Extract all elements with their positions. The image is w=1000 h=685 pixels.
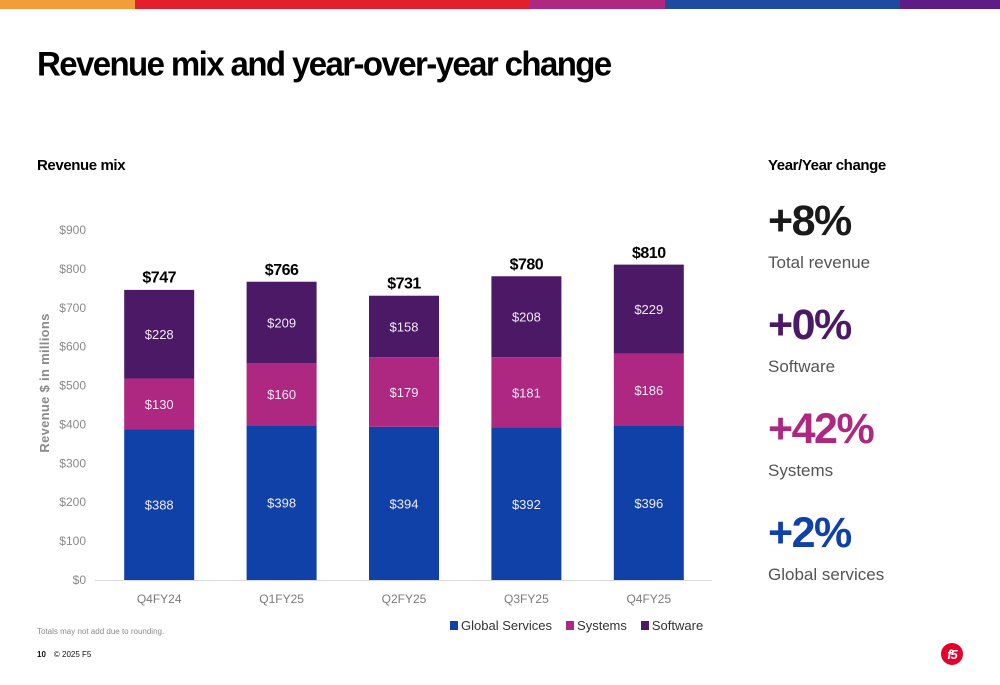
revenue-mix-heading: Revenue mix — [37, 157, 126, 174]
y-tick-label: $600 — [59, 340, 86, 354]
x-tick-label: Q3FY25 — [504, 592, 549, 606]
legend-item-software: Software — [640, 618, 704, 633]
bar-segment-global-services — [369, 426, 439, 580]
brand-bar-segment — [530, 0, 665, 9]
bar-stack-q2fy25: $394 $179 $158 $731 — [369, 276, 439, 580]
segment-value-label: $160 — [267, 387, 296, 402]
y-axis-label: Revenue $ in millions — [37, 313, 52, 452]
segment-value-label: $209 — [267, 315, 296, 330]
brand-bar-segment — [0, 0, 135, 9]
rounding-footnote: Totals may not add due to rounding. — [37, 627, 165, 636]
bar-segment-software — [491, 276, 562, 358]
legend-item-global-services: Global Services — [450, 618, 552, 633]
legend-item-systems: Systems — [566, 618, 627, 633]
bar-total-label: $747 — [142, 270, 176, 287]
y-tick-label: $800 — [59, 262, 86, 276]
bar-segment-software — [369, 295, 439, 358]
bar-segment-software — [613, 264, 684, 354]
yoy-total-revenue: +8% Total revenue — [768, 200, 870, 273]
yoy-value: +2% — [768, 509, 852, 557]
bar-segment-global-services — [613, 426, 684, 580]
copyright: © 2025 F5 — [53, 650, 92, 659]
segment-value-label: $392 — [512, 497, 541, 512]
slide-footer: 10 © 2025 F5 — [37, 650, 91, 659]
brand-bar-segment — [135, 0, 530, 9]
brand-bar-segment — [900, 0, 1000, 9]
yoy-systems: +42% Systems — [768, 405, 875, 481]
segment-value-label: $229 — [634, 302, 663, 317]
segment-value-label: $388 — [145, 498, 174, 513]
segment-value-label: $186 — [634, 383, 663, 398]
segment-value-label: $228 — [145, 327, 174, 342]
segment-value-label: $158 — [390, 319, 419, 334]
x-tick-label: Q4FY24 — [137, 592, 182, 606]
segment-value-label: $208 — [512, 310, 541, 325]
bar-segment-global-services — [491, 427, 562, 580]
bar-stack-q4fy25: $396 $186 $229 $810 — [613, 245, 684, 580]
bar-segment-systems — [246, 363, 317, 426]
bar-total-label: $766 — [265, 262, 299, 279]
y-tick-label: $0 — [73, 573, 87, 587]
segment-value-label: $398 — [267, 496, 296, 511]
segment-value-label: $179 — [390, 385, 419, 400]
bar-total-label: $731 — [387, 276, 421, 293]
page-title: Revenue mix and year-over-year change — [37, 44, 612, 83]
f5-logo-icon: f5 — [941, 643, 963, 665]
x-tick-label: Q1FY25 — [259, 592, 304, 606]
bar-segment-systems — [369, 357, 439, 427]
yoy-value: +42% — [768, 405, 875, 453]
yoy-global-services: +2% Global services — [768, 512, 884, 585]
page-number: 10 — [37, 650, 46, 659]
yoy-label: Global services — [768, 565, 885, 584]
y-tick-label: $700 — [59, 301, 86, 315]
x-axis: Q4FY24 Q1FY25 Q2FY25 Q3FY25 Q4FY25 — [137, 592, 672, 606]
bars: $388 $130 $228 $747 $398 $160 $209 $766 $394 $179… — [124, 245, 684, 580]
y-axis: $0 $100 $200 $300 $400 $500 $600 $700 $800 $900 — [59, 223, 86, 587]
segment-value-label: $181 — [512, 385, 541, 400]
bar-total-label: $780 — [510, 257, 544, 274]
legend-label: Software — [651, 618, 704, 633]
legend-label: Systems — [577, 618, 627, 633]
yoy-value: +8% — [768, 197, 852, 245]
bar-segment-systems — [613, 353, 684, 426]
bar-segment-systems — [491, 357, 562, 428]
yoy-value: +0% — [768, 301, 852, 349]
x-tick-label: Q4FY25 — [626, 592, 671, 606]
x-tick-label: Q2FY25 — [382, 592, 427, 606]
bar-stack-q1fy25: $398 $160 $209 $766 — [246, 262, 317, 580]
segment-value-label: $396 — [634, 496, 663, 511]
y-tick-label: $900 — [59, 223, 86, 237]
yoy-label: Total revenue — [768, 253, 871, 272]
legend-swatch-icon — [640, 621, 649, 630]
bar-segment-software — [246, 281, 317, 363]
bar-segment-global-services — [246, 425, 317, 580]
y-tick-label: $200 — [59, 495, 86, 509]
brand-color-bar — [0, 0, 1000, 9]
yoy-change-heading: Year/Year change — [768, 157, 886, 174]
bar-segment-global-services — [124, 429, 195, 580]
bar-total-label: $810 — [632, 245, 666, 262]
bar-stack-q4fy24: $388 $130 $228 $747 — [124, 270, 195, 580]
legend-swatch-icon — [450, 621, 458, 630]
bar-segment-software — [124, 289, 195, 379]
chart-legend: Global Services Systems Software — [450, 618, 703, 633]
yoy-label: Systems — [768, 461, 834, 480]
segment-value-label: $394 — [390, 496, 419, 511]
y-tick-label: $100 — [59, 534, 86, 548]
y-tick-label: $500 — [59, 379, 86, 393]
y-tick-label: $300 — [59, 456, 86, 470]
yoy-label: Software — [768, 357, 836, 376]
yoy-software: +0% Software — [768, 301, 852, 377]
y-tick-label: $400 — [59, 417, 86, 431]
segment-value-label: $130 — [145, 397, 174, 412]
bar-stack-q3fy25: $392 $181 $208 $780 — [491, 257, 562, 580]
brand-bar-segment — [665, 0, 900, 9]
bar-segment-systems — [124, 378, 195, 430]
legend-label: Global Services — [461, 618, 553, 633]
legend-swatch-icon — [566, 621, 575, 630]
